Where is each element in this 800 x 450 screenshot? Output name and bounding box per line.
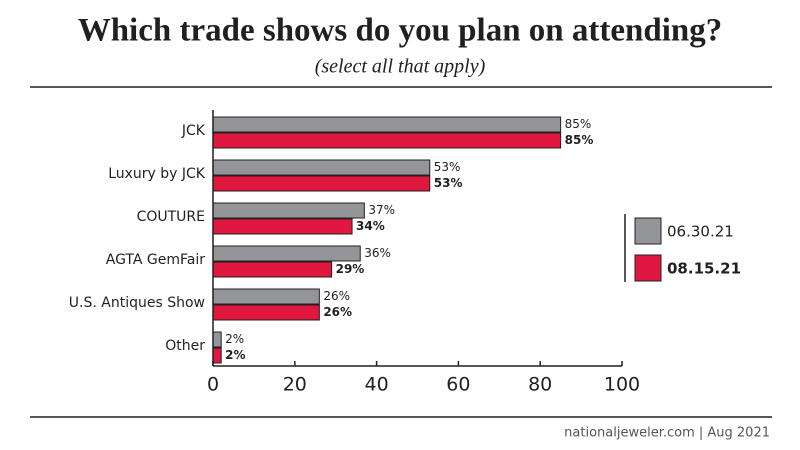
y-tick-label: JCK (181, 123, 206, 139)
legend-swatch (634, 254, 662, 282)
bar (212, 245, 361, 262)
value-label: 2% (225, 348, 245, 362)
x-tick-label: 100 (604, 374, 640, 396)
legend-label: 06.30.21 (667, 223, 734, 241)
value-label: 37% (368, 203, 395, 217)
bar (212, 202, 365, 219)
footer: nationaljeweler.com | Aug 2021 (564, 426, 770, 441)
y-tick-label: Other (165, 338, 205, 354)
y-tick-label: U.S. Antiques Show (69, 295, 205, 311)
bar (212, 261, 333, 278)
y-tick-label: COUTURE (137, 209, 205, 225)
value-label: 29% (336, 262, 365, 276)
value-label: 85% (565, 117, 592, 131)
value-label: 26% (323, 289, 350, 303)
bar (212, 304, 320, 321)
bar (212, 175, 431, 192)
bar (212, 132, 562, 149)
x-tick-label: 40 (365, 374, 389, 396)
value-label: 85% (565, 133, 594, 147)
value-label: 26% (323, 305, 352, 319)
y-tick-label: AGTA GemFair (106, 252, 206, 268)
bar (212, 218, 353, 235)
legend-swatch (634, 217, 662, 245)
x-tick-label: 60 (446, 374, 470, 396)
value-label: 36% (364, 246, 391, 260)
chart-title: Which trade shows do you plan on attendi… (78, 13, 723, 49)
bar (212, 159, 431, 176)
chart-subtitle: (select all that apply) (315, 56, 486, 78)
x-tick-label: 80 (528, 374, 552, 396)
value-label: 53% (434, 176, 463, 190)
x-tick-label: 20 (283, 374, 307, 396)
bar (212, 331, 222, 348)
x-tick-label: 0 (207, 374, 219, 396)
value-label: 2% (225, 332, 244, 346)
bar (212, 347, 222, 364)
value-label: 53% (434, 160, 461, 174)
value-label: 34% (356, 219, 385, 233)
bar (212, 116, 562, 133)
bar (212, 288, 320, 305)
y-tick-label: Luxury by JCK (108, 166, 206, 182)
legend-label: 08.15.21 (667, 260, 741, 278)
